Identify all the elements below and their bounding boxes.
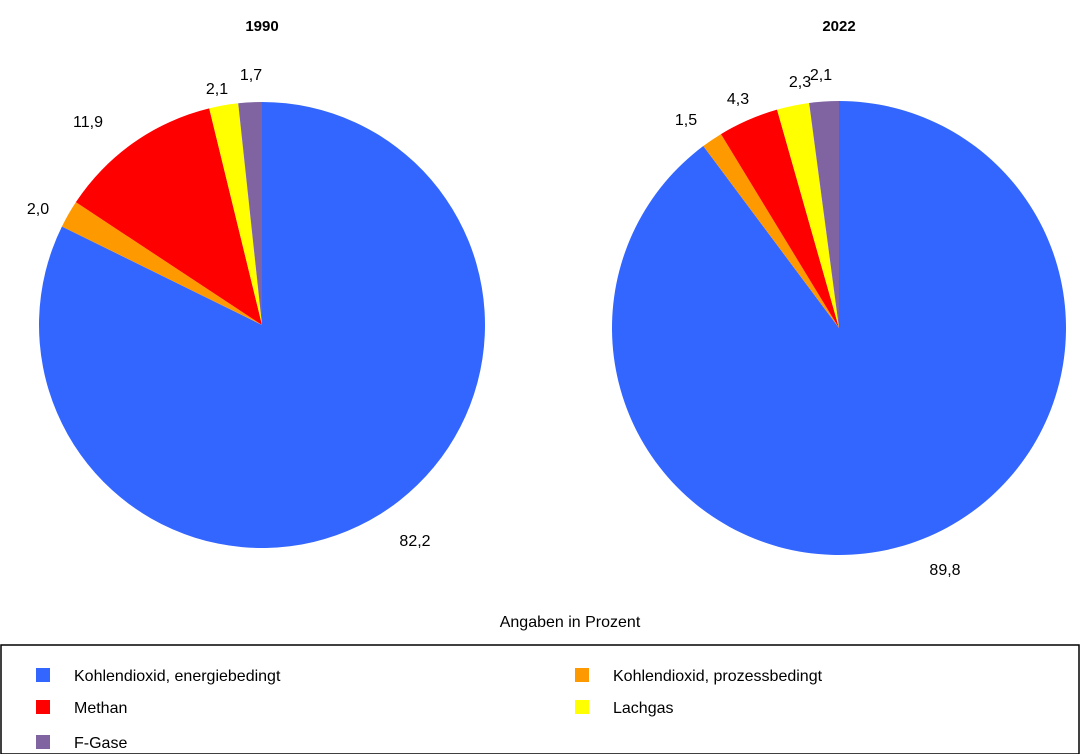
chart-caption: Angaben in Prozent — [500, 614, 641, 631]
pie-chart-1990: 1990 82,2 2,0 11,9 2,1 1,7 — [27, 18, 486, 550]
data-label-kohlendioxid-prozessbedingt: 1,5 — [675, 112, 697, 129]
pie-slice-f-gase — [809, 100, 839, 328]
legend-label: F-Gase — [74, 735, 127, 752]
legend: Kohlendioxid, energiebedingt Kohlendioxid… — [36, 668, 823, 752]
legend-label: Kohlendioxid, energiebedingt — [74, 668, 281, 685]
pie-slice-kohlendioxid-energiebedingt — [611, 101, 1066, 555]
legend-label: Methan — [74, 700, 127, 717]
pie-title: 1990 — [245, 18, 278, 35]
data-label-f-gase: 1,7 — [240, 67, 262, 84]
legend-item-kohlendioxid-prozessbedingt: Kohlendioxid, prozessbedingt — [575, 668, 823, 685]
pie-slice-kohlendioxid-energiebedingt — [39, 102, 486, 548]
data-label-kohlendioxid-energiebedingt: 82,2 — [399, 533, 430, 550]
data-label-methan: 11,9 — [73, 114, 103, 131]
pie-slice-lachgas — [209, 103, 262, 326]
legend-item-f-gase: F-Gase — [36, 735, 127, 752]
legend-swatch — [36, 735, 50, 749]
legend-swatch — [575, 700, 589, 714]
legend-swatch — [575, 668, 589, 682]
legend-item-kohlendioxid-energiebedingt: Kohlendioxid, energiebedingt — [36, 668, 281, 685]
data-label-lachgas: 2,3 — [789, 74, 811, 91]
data-label-methan: 4,3 — [727, 91, 749, 108]
pie-slice-kohlendioxid-prozessbedingt — [61, 202, 262, 325]
legend-box — [0, 644, 1080, 754]
legend-item-lachgas: Lachgas — [575, 700, 674, 717]
data-label-kohlendioxid-prozessbedingt: 2,0 — [27, 201, 49, 218]
pie-charts: 199082,22,011,92,11,7202289,81,54,32,32,… — [27, 18, 1066, 579]
pie-title: 2022 — [822, 18, 855, 35]
pie-slice-methan — [721, 109, 839, 329]
data-label-kohlendioxid-energiebedingt: 89,8 — [929, 562, 960, 579]
pie-chart-2022: 2022 89,8 1,5 4,3 2,32,1 — [611, 18, 1066, 579]
legend-swatch — [36, 700, 50, 714]
pie-slice-lachgas — [777, 102, 839, 328]
data-label-lachgas: 2,1 — [206, 81, 228, 98]
data-label-f-gase: 2,1 — [810, 67, 832, 84]
pie-slice-methan — [75, 108, 262, 325]
pie-slice-kohlendioxid-prozessbedingt — [703, 134, 839, 328]
legend-item-methan: Methan — [36, 700, 127, 717]
pie-slice-f-gase — [238, 102, 262, 325]
legend-swatch — [36, 668, 50, 682]
legend-label: Lachgas — [613, 700, 674, 717]
legend-label: Kohlendioxid, prozessbedingt — [613, 668, 823, 685]
